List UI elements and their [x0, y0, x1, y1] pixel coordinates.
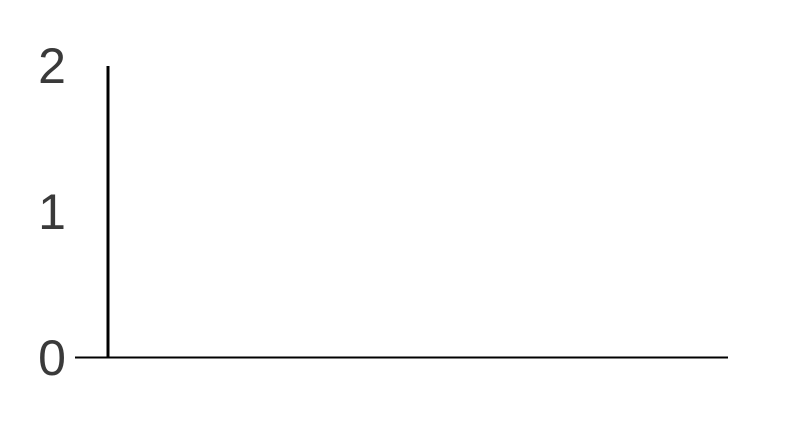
y-tick-label-0: 0	[38, 330, 66, 386]
y-tick-labels: 0 1 2	[38, 38, 66, 386]
y-tick-label-1: 1	[38, 184, 66, 240]
axes	[75, 66, 728, 359]
y-tick-label-2: 2	[38, 38, 66, 94]
